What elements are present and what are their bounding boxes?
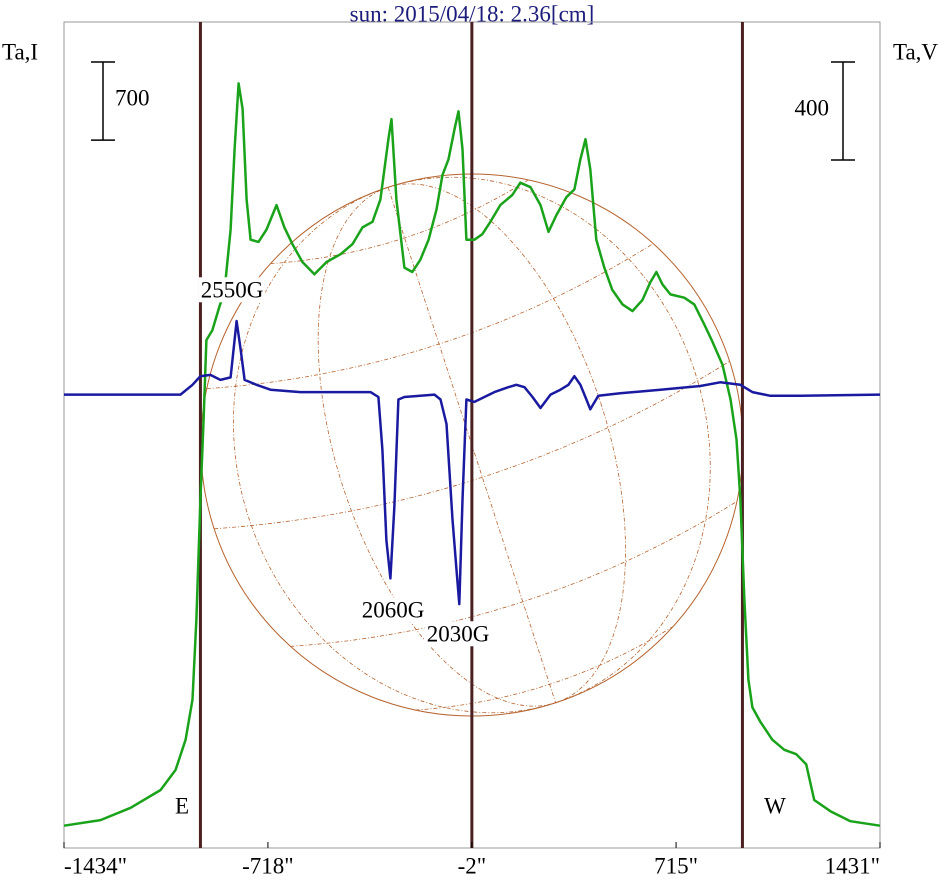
parallel xyxy=(214,360,730,530)
annotation: 2030G xyxy=(427,621,490,646)
x-tick-label: -2" xyxy=(458,853,487,878)
west-label: W xyxy=(764,793,786,818)
annotation: 2550G xyxy=(201,277,264,302)
parallel xyxy=(290,501,738,647)
east-label: E xyxy=(175,793,189,818)
annotation-bg xyxy=(198,277,266,303)
disk-grid xyxy=(206,176,738,714)
x-tick-label: -1434" xyxy=(64,853,127,878)
annotation-bg xyxy=(424,621,492,647)
annotation-bg xyxy=(359,597,427,623)
x-tick-label: 715" xyxy=(654,853,698,878)
parallel xyxy=(415,625,674,711)
y2-axis-label: Ta,V xyxy=(893,39,938,64)
x-tick-label: -718" xyxy=(242,853,294,878)
parallel xyxy=(270,179,529,265)
meridian xyxy=(233,176,711,714)
x-tick-label: 1431" xyxy=(825,853,880,878)
series-line xyxy=(64,319,881,606)
y-axis-label: Ta,I xyxy=(2,39,38,64)
annotation: 2060G xyxy=(362,597,425,622)
scale-bar-label: 700 xyxy=(115,85,150,110)
scale-bar-label: 400 xyxy=(795,95,830,120)
parallel xyxy=(206,243,654,390)
series-line xyxy=(63,82,881,827)
